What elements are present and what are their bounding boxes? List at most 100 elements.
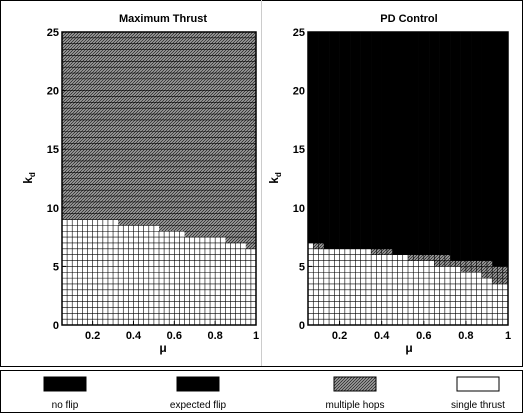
region-cell bbox=[365, 248, 372, 326]
x-axis-label: μ bbox=[159, 341, 166, 355]
region-cell bbox=[381, 32, 388, 250]
region-cell bbox=[204, 237, 211, 326]
region-cell bbox=[450, 260, 456, 267]
region-cell bbox=[460, 32, 467, 261]
region-cell bbox=[334, 248, 340, 326]
legend-label: expected flip bbox=[170, 400, 227, 411]
region-cell bbox=[502, 266, 509, 285]
region-cell bbox=[413, 254, 419, 261]
region-cell bbox=[502, 32, 509, 267]
y-tick-label: 10 bbox=[47, 203, 59, 215]
legend-swatch bbox=[176, 376, 220, 392]
x-tick-label: 0.2 bbox=[332, 330, 347, 342]
legend-swatch bbox=[333, 376, 377, 392]
region-cell bbox=[184, 32, 190, 238]
region-cell bbox=[429, 254, 435, 261]
region-cell bbox=[355, 248, 361, 326]
region-cell bbox=[418, 32, 425, 255]
region-cell bbox=[210, 32, 216, 238]
region-cell bbox=[118, 32, 124, 226]
region-cell bbox=[220, 237, 226, 326]
region-cell bbox=[376, 32, 382, 250]
region-cell bbox=[381, 248, 388, 255]
region-cell bbox=[148, 225, 155, 326]
region-cell bbox=[194, 32, 201, 238]
region-cell bbox=[153, 225, 160, 326]
region-cell bbox=[371, 32, 377, 250]
region-cell bbox=[323, 32, 330, 250]
region-cell bbox=[339, 248, 346, 326]
legend-label: single thrust bbox=[451, 400, 505, 411]
y-axis-label-sub: d bbox=[274, 172, 283, 177]
region-cell bbox=[360, 32, 367, 250]
region-cell bbox=[344, 248, 351, 326]
region-cell bbox=[199, 237, 206, 326]
y-ticks: 0 5 10 15 20 25 bbox=[47, 27, 66, 332]
region-cell bbox=[486, 260, 493, 279]
region-cell bbox=[118, 225, 124, 326]
grid-lines bbox=[62, 37, 256, 325]
y-ticks: 0 5 10 15 20 25 bbox=[293, 27, 312, 332]
region-cell bbox=[486, 32, 493, 261]
x-axis-label: μ bbox=[405, 341, 412, 355]
region-cell bbox=[128, 225, 134, 326]
region-cell bbox=[450, 32, 456, 261]
panel-title: PD Control bbox=[380, 13, 437, 25]
region-cell bbox=[397, 32, 404, 255]
region-cell bbox=[408, 254, 414, 261]
y-axis-label: kd bbox=[267, 172, 283, 184]
region-cell bbox=[199, 32, 206, 238]
region-cell bbox=[143, 225, 150, 326]
region-cell bbox=[138, 225, 144, 326]
region-cell bbox=[423, 32, 430, 255]
region-cell bbox=[418, 254, 425, 261]
x-tick-label: 0.4 bbox=[374, 330, 390, 342]
region-cell bbox=[502, 283, 509, 326]
region-cell bbox=[350, 248, 356, 326]
legend-label: no flip bbox=[52, 400, 79, 411]
region-cell bbox=[318, 32, 325, 244]
region-cell bbox=[497, 266, 504, 285]
region-cell bbox=[250, 248, 257, 326]
y-tick-label: 5 bbox=[299, 261, 305, 273]
region-cell bbox=[492, 32, 498, 267]
region-cell bbox=[318, 248, 325, 326]
y-tick-label: 20 bbox=[47, 86, 59, 98]
region-cell bbox=[497, 283, 504, 326]
region-cell bbox=[471, 32, 477, 261]
plot-frame bbox=[61, 31, 257, 326]
y-tick-label: 5 bbox=[53, 261, 59, 273]
region-cell bbox=[123, 32, 129, 226]
y-tick-label: 20 bbox=[293, 86, 305, 98]
region-cell bbox=[215, 32, 221, 238]
x-tick-label: 1 bbox=[253, 330, 259, 342]
legend-label: multiple hops bbox=[326, 400, 385, 411]
y-tick-label: 25 bbox=[293, 27, 305, 39]
y-axis-label-main: k bbox=[267, 177, 281, 184]
y-tick-label: 15 bbox=[293, 144, 305, 156]
region-cell bbox=[143, 32, 150, 226]
region-cell bbox=[128, 32, 134, 226]
region-cell bbox=[455, 260, 461, 267]
region-cell bbox=[350, 32, 356, 250]
x-tick-label: 0.2 bbox=[85, 330, 100, 342]
region-cell bbox=[355, 32, 361, 250]
y-axis-label-main: k bbox=[21, 177, 35, 184]
region-cell bbox=[492, 266, 498, 285]
region-cell bbox=[133, 225, 139, 326]
region-cell bbox=[386, 32, 393, 250]
region-cell bbox=[423, 254, 430, 261]
region-cell bbox=[408, 32, 414, 255]
region-cell bbox=[429, 32, 435, 255]
region-cell bbox=[194, 237, 201, 326]
region-cell bbox=[392, 32, 398, 255]
region-cell bbox=[418, 260, 425, 326]
panel-pd-control: PD Control 0 5 10 15 20 25 0.2 0.4 0.6 0.8 1 μ kd bbox=[267, 13, 511, 355]
region-cell bbox=[365, 32, 372, 250]
x-ticks: 0.2 0.4 0.6 0.8 1 bbox=[332, 321, 511, 342]
region-cell bbox=[481, 260, 488, 279]
region-cell bbox=[360, 248, 367, 326]
